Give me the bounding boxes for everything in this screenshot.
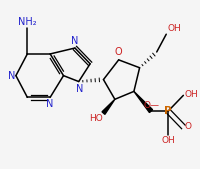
Text: N: N [76,83,83,93]
Text: N: N [71,36,79,46]
Text: O: O [184,122,191,131]
Text: O—: O— [144,101,160,110]
Text: OH: OH [167,24,181,33]
Text: OH: OH [161,136,175,145]
Text: OH: OH [184,90,198,99]
Polygon shape [134,91,153,113]
Text: N: N [8,71,15,81]
Polygon shape [102,99,115,114]
Text: O: O [115,47,122,57]
Text: N: N [46,99,54,109]
Text: NH₂: NH₂ [18,17,37,27]
Text: P: P [164,106,172,116]
Text: HO: HO [89,114,102,123]
